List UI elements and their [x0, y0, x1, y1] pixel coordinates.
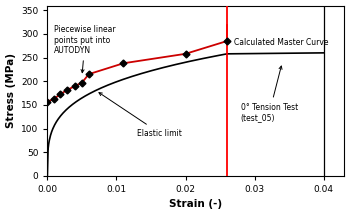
Text: Piecewise linear
points put into
AUTODYN: Piecewise linear points put into AUTODYN — [54, 25, 116, 73]
Y-axis label: Stress (MPa): Stress (MPa) — [6, 53, 15, 128]
X-axis label: Strain (-): Strain (-) — [169, 200, 223, 209]
Text: Elastic limit: Elastic limit — [99, 93, 182, 138]
Text: 0° Tension Test
(test_05): 0° Tension Test (test_05) — [241, 66, 298, 122]
Text: Calculated Master Curve: Calculated Master Curve — [234, 38, 328, 47]
